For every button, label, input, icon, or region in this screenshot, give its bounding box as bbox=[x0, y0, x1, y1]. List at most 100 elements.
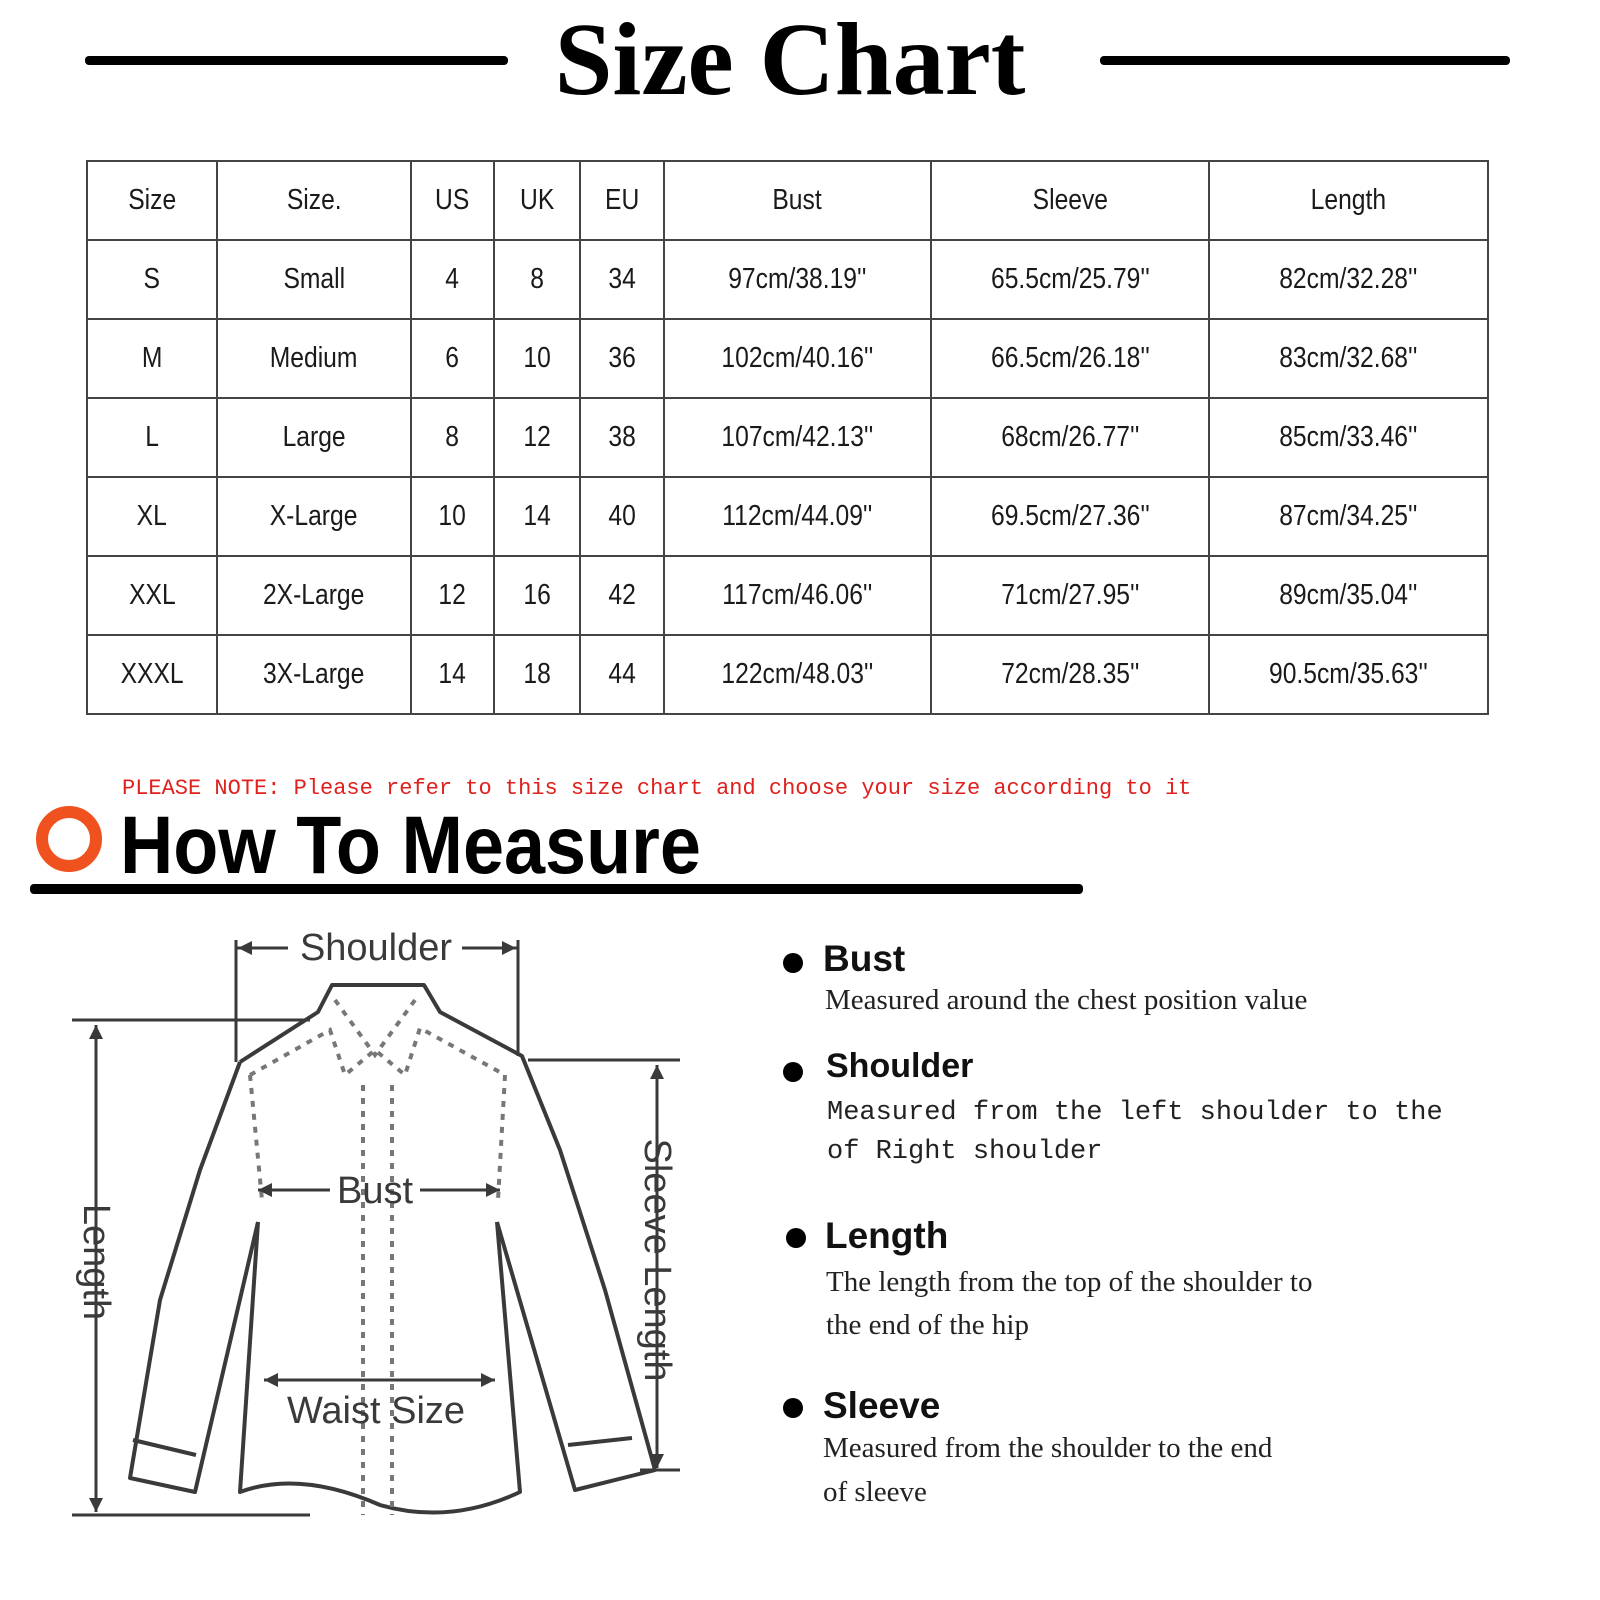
column-header-text: Size. bbox=[286, 184, 342, 216]
table-cell: 36 bbox=[579, 318, 665, 399]
table-cell-text: 6 bbox=[445, 342, 460, 374]
table-cell: 112cm/44.09'' bbox=[663, 476, 932, 557]
table-row: XXL 2X-Large 12 16 42 117cm/46.06'' 71cm/27.95… bbox=[86, 555, 1489, 636]
column-header: UK bbox=[493, 160, 581, 241]
table-cell-text: Large bbox=[282, 421, 346, 453]
table-row: M Medium 6 10 36 102cm/40.16'' 66.5cm/26.18'' 8… bbox=[86, 318, 1489, 399]
bullet-icon bbox=[783, 1062, 803, 1082]
table-cell: 107cm/42.13'' bbox=[663, 397, 932, 478]
table-cell: 117cm/46.06'' bbox=[663, 555, 932, 636]
table-cell-text: 83cm/32.68'' bbox=[1279, 342, 1418, 374]
table-cell-text: X-Large bbox=[270, 500, 358, 532]
table-cell: 10 bbox=[410, 476, 495, 557]
heading-underline bbox=[30, 884, 1083, 894]
table-cell: 14 bbox=[410, 634, 495, 715]
table-cell: 89cm/35.04'' bbox=[1208, 555, 1489, 636]
table-cell-text: 12 bbox=[523, 421, 551, 453]
table-cell-text: 40 bbox=[608, 500, 636, 532]
column-header-text: US bbox=[435, 184, 470, 216]
table-cell-text: XXXL bbox=[120, 658, 184, 690]
table-cell: 3X-Large bbox=[216, 634, 412, 715]
table-cell: 12 bbox=[410, 555, 495, 636]
diagram-label-sleeve-length: Sleeve Length bbox=[636, 1139, 678, 1382]
table-cell-text: 68cm/26.77'' bbox=[1000, 421, 1140, 453]
column-header: US bbox=[410, 160, 495, 241]
column-header-text: Bust bbox=[772, 184, 823, 216]
table-cell-text: 122cm/48.03'' bbox=[721, 658, 874, 690]
diagram-label-length: Length bbox=[75, 1204, 117, 1320]
table-row: XL X-Large 10 14 40 112cm/44.09'' 69.5cm/27.36… bbox=[86, 476, 1489, 557]
table-cell: S bbox=[86, 239, 218, 320]
table-cell-text: 34 bbox=[608, 263, 636, 295]
column-header: Size. bbox=[216, 160, 412, 241]
table-cell: 68cm/26.77'' bbox=[930, 397, 1210, 478]
table-cell-text: 97cm/38.19'' bbox=[728, 263, 867, 295]
table-cell: 72cm/28.35'' bbox=[930, 634, 1210, 715]
table-cell-text: 71cm/27.95'' bbox=[1000, 579, 1140, 611]
table-cell: 42 bbox=[579, 555, 665, 636]
table-cell-text: 38 bbox=[608, 421, 636, 453]
table-cell: 71cm/27.95'' bbox=[930, 555, 1210, 636]
table-cell-text: XL bbox=[136, 500, 168, 532]
table-cell: 8 bbox=[410, 397, 495, 478]
column-header: Size bbox=[86, 160, 218, 241]
jacket-seams bbox=[248, 998, 507, 1515]
table-cell-text: XXL bbox=[128, 579, 176, 611]
title-rule-left bbox=[85, 56, 508, 65]
column-header-text: Size bbox=[128, 184, 176, 216]
measure-title-shoulder: Shoulder bbox=[826, 1047, 974, 1085]
table-cell: Small bbox=[216, 239, 412, 320]
table-cell-text: 89cm/35.04'' bbox=[1279, 579, 1418, 611]
table-cell-text: 117cm/46.06'' bbox=[722, 579, 873, 611]
table-cell: 14 bbox=[493, 476, 581, 557]
table-cell-text: 90.5cm/35.63'' bbox=[1269, 658, 1428, 690]
measure-title-sleeve: Sleeve bbox=[823, 1385, 941, 1426]
table-cell-text: 8 bbox=[445, 421, 460, 453]
table-cell-text: 36 bbox=[608, 342, 636, 374]
measure-desc-bust: Measured around the chest position value bbox=[825, 984, 1308, 1016]
measure-desc-sleeve-2: of sleeve bbox=[823, 1476, 927, 1508]
column-header-text: Sleeve bbox=[1032, 184, 1108, 216]
table-cell-text: 8 bbox=[530, 263, 544, 295]
table-cell: 82cm/32.28'' bbox=[1208, 239, 1489, 320]
table-cell-text: 10 bbox=[438, 500, 467, 532]
measure-title-length: Length bbox=[825, 1215, 949, 1256]
table-cell-text: 4 bbox=[445, 263, 460, 295]
bullet-icon bbox=[783, 953, 803, 973]
measure-desc-shoulder-2: of Right shoulder bbox=[827, 1137, 1103, 1167]
how-to-measure-heading: How To Measure bbox=[120, 800, 701, 891]
table-cell: 69.5cm/27.36'' bbox=[930, 476, 1210, 557]
table-cell-text: 16 bbox=[523, 579, 551, 611]
table-cell-text: Small bbox=[283, 263, 345, 295]
table-cell-text: 14 bbox=[438, 658, 467, 690]
table-cell-text: Medium bbox=[270, 342, 358, 374]
table-cell-text: 10 bbox=[523, 342, 551, 374]
table-cell-text: 12 bbox=[438, 579, 467, 611]
table-cell: 83cm/32.68'' bbox=[1208, 318, 1489, 399]
column-header-text: UK bbox=[519, 184, 555, 216]
table-cell: Medium bbox=[216, 318, 412, 399]
table-cell: 65.5cm/25.79'' bbox=[930, 239, 1210, 320]
table-cell-text: 66.5cm/26.18'' bbox=[990, 342, 1150, 374]
table-cell-text: 102cm/40.16'' bbox=[721, 342, 874, 374]
table-header-row: Size Size. US UK EU Bust Sleeve Length bbox=[86, 160, 1489, 241]
table-cell-text: 112cm/44.09'' bbox=[722, 500, 873, 532]
table-cell-text: L bbox=[145, 421, 159, 453]
measure-title-bust: Bust bbox=[823, 938, 906, 979]
size-table: Size Size. US UK EU Bust Sleeve Length S Small 4 8 3… bbox=[86, 160, 1489, 715]
size-note: PLEASE NOTE: Please refer to this size c… bbox=[122, 776, 1192, 801]
table-cell: XXXL bbox=[86, 634, 218, 715]
table-cell: 102cm/40.16'' bbox=[663, 318, 932, 399]
column-header: Bust bbox=[663, 160, 932, 241]
column-header-text: EU bbox=[604, 184, 640, 216]
table-cell-text: 85cm/33.46'' bbox=[1279, 421, 1418, 453]
table-cell: 40 bbox=[579, 476, 665, 557]
table-cell-text: 42 bbox=[608, 579, 636, 611]
column-header: Length bbox=[1208, 160, 1489, 241]
table-cell: 10 bbox=[493, 318, 581, 399]
table-cell-text: 65.5cm/25.79'' bbox=[990, 263, 1150, 295]
table-cell: XL bbox=[86, 476, 218, 557]
bullet-icon bbox=[786, 1228, 806, 1248]
table-cell: 44 bbox=[579, 634, 665, 715]
